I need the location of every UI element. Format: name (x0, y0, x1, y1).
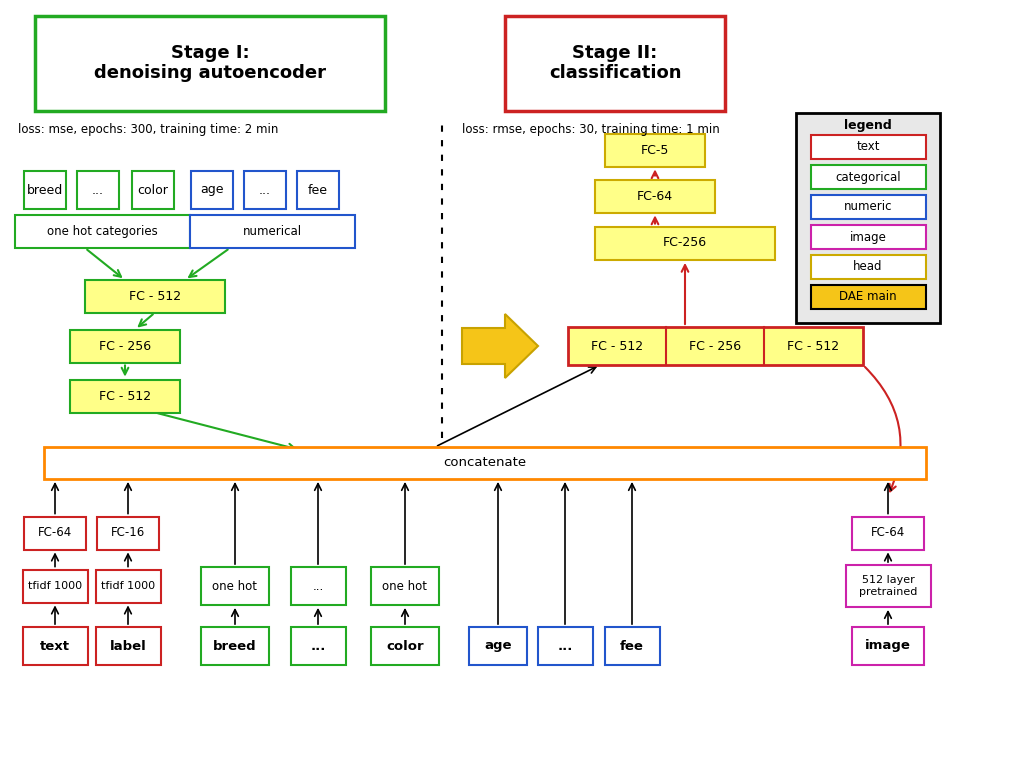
Text: ...: ... (312, 580, 324, 592)
FancyBboxPatch shape (44, 447, 926, 479)
Text: DAE main: DAE main (840, 290, 897, 303)
Text: one hot categories: one hot categories (47, 225, 158, 238)
FancyBboxPatch shape (201, 627, 269, 665)
Text: concatenate: concatenate (443, 456, 526, 469)
Text: label: label (110, 640, 146, 653)
FancyBboxPatch shape (852, 627, 924, 665)
Text: FC - 512: FC - 512 (787, 339, 840, 353)
Text: FC - 256: FC - 256 (99, 339, 152, 353)
FancyBboxPatch shape (191, 171, 233, 209)
FancyBboxPatch shape (811, 225, 926, 249)
FancyBboxPatch shape (97, 517, 159, 549)
Text: age: age (201, 184, 224, 197)
Text: legend: legend (844, 118, 892, 131)
FancyBboxPatch shape (35, 15, 385, 111)
FancyBboxPatch shape (811, 285, 926, 309)
Text: FC-5: FC-5 (641, 144, 670, 157)
FancyBboxPatch shape (846, 565, 931, 607)
FancyBboxPatch shape (291, 627, 345, 665)
Text: FC - 512: FC - 512 (129, 290, 181, 303)
Text: 512 layer
pretrained: 512 layer pretrained (859, 575, 918, 597)
Text: one hot: one hot (383, 580, 427, 592)
Text: FC-256: FC-256 (663, 237, 707, 250)
FancyBboxPatch shape (85, 280, 225, 313)
FancyBboxPatch shape (201, 567, 269, 605)
FancyBboxPatch shape (811, 255, 926, 279)
Text: one hot: one hot (213, 580, 257, 592)
Text: age: age (484, 640, 512, 653)
Text: color: color (137, 184, 168, 197)
Text: FC - 512: FC - 512 (591, 339, 643, 353)
Text: head: head (853, 260, 883, 273)
FancyBboxPatch shape (371, 627, 439, 665)
FancyBboxPatch shape (95, 570, 161, 603)
Text: FC-16: FC-16 (111, 527, 145, 539)
FancyBboxPatch shape (70, 329, 180, 362)
FancyBboxPatch shape (70, 379, 180, 412)
Text: Stage I:
denoising autoencoder: Stage I: denoising autoencoder (94, 44, 326, 82)
Text: breed: breed (27, 184, 63, 197)
FancyBboxPatch shape (595, 227, 775, 260)
Text: ...: ... (259, 184, 271, 197)
FancyBboxPatch shape (796, 113, 940, 323)
FancyBboxPatch shape (811, 135, 926, 159)
Text: fee: fee (308, 184, 328, 197)
FancyBboxPatch shape (567, 327, 862, 365)
FancyBboxPatch shape (604, 627, 659, 665)
Text: FC-64: FC-64 (38, 527, 72, 539)
FancyBboxPatch shape (291, 567, 345, 605)
FancyBboxPatch shape (852, 517, 924, 549)
FancyBboxPatch shape (244, 171, 286, 209)
FancyBboxPatch shape (605, 134, 705, 167)
FancyBboxPatch shape (811, 195, 926, 219)
Text: ...: ... (310, 640, 326, 653)
Text: categorical: categorical (836, 170, 901, 184)
FancyBboxPatch shape (595, 180, 715, 213)
Text: numerical: numerical (243, 225, 302, 238)
Text: FC-64: FC-64 (637, 190, 673, 203)
FancyBboxPatch shape (77, 171, 119, 209)
FancyBboxPatch shape (469, 627, 527, 665)
Text: ...: ... (92, 184, 104, 197)
FancyBboxPatch shape (538, 627, 593, 665)
Text: image: image (850, 230, 887, 243)
FancyBboxPatch shape (297, 171, 339, 209)
FancyBboxPatch shape (24, 171, 66, 209)
Text: text: text (40, 640, 70, 653)
FancyBboxPatch shape (190, 215, 355, 248)
Text: FC-64: FC-64 (870, 527, 905, 539)
FancyBboxPatch shape (505, 15, 725, 111)
Text: breed: breed (213, 640, 257, 653)
Text: FC - 512: FC - 512 (99, 389, 152, 402)
Polygon shape (462, 314, 538, 378)
FancyBboxPatch shape (24, 517, 86, 549)
FancyBboxPatch shape (15, 215, 190, 248)
Text: loss: mse, epochs: 300, training time: 2 min: loss: mse, epochs: 300, training time: 2… (18, 124, 279, 137)
Text: Stage II:
classification: Stage II: classification (549, 44, 681, 82)
Text: color: color (386, 640, 424, 653)
Text: ...: ... (557, 640, 572, 653)
Text: fee: fee (621, 640, 644, 653)
Text: loss: rmse, epochs: 30, training time: 1 min: loss: rmse, epochs: 30, training time: 1… (462, 124, 720, 137)
Text: image: image (865, 640, 911, 653)
FancyBboxPatch shape (95, 627, 161, 665)
FancyBboxPatch shape (132, 171, 174, 209)
FancyBboxPatch shape (811, 165, 926, 189)
Text: FC - 256: FC - 256 (689, 339, 741, 353)
FancyBboxPatch shape (23, 627, 87, 665)
Text: numeric: numeric (844, 200, 892, 214)
Text: tfidf 1000: tfidf 1000 (101, 581, 155, 591)
FancyBboxPatch shape (371, 567, 439, 605)
Text: text: text (856, 141, 880, 154)
FancyBboxPatch shape (23, 570, 87, 603)
Text: tfidf 1000: tfidf 1000 (28, 581, 82, 591)
